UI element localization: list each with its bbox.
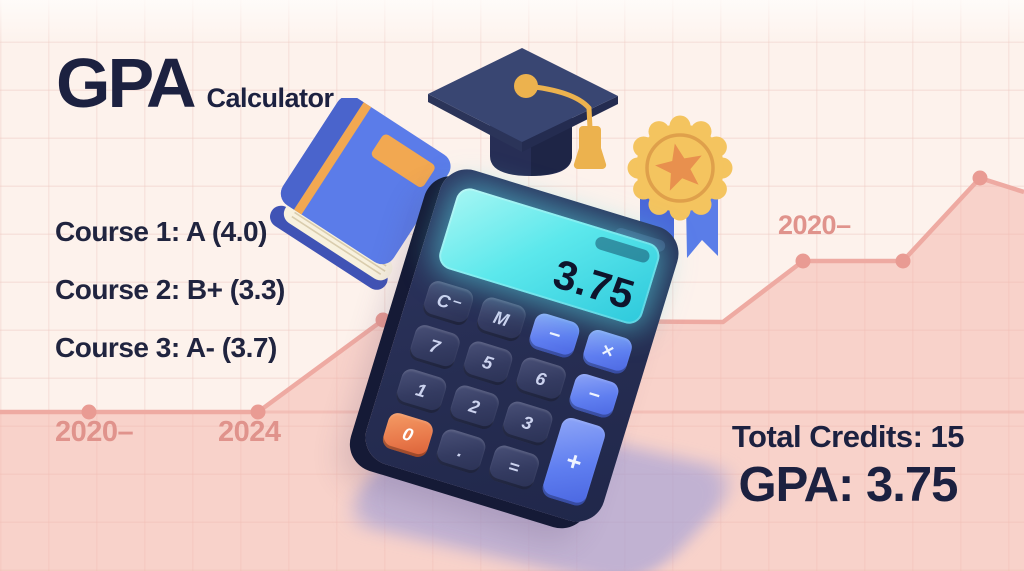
chart-label-2020-left: 2020– [55,416,134,448]
calc-key-3: 3 [500,399,555,448]
cap-tassel-fringe [573,126,607,170]
calc-key-decimal: . [433,426,488,476]
book-spine [280,98,364,210]
calc-key-1: 1 [393,366,449,416]
book-label [371,134,435,188]
chart-dot [972,170,988,186]
cap-board-edge [428,94,522,152]
cap-tassel-cord [523,83,593,131]
calc-key-multiply: × [580,327,635,377]
calc-key-minus: − [526,311,582,360]
summary-block: Total Credits: 15 GPA: 3.75 [731,419,965,513]
calc-key-clear: C⁻ [420,278,476,328]
total-credits-text: Total Credits: 15 [731,419,965,454]
course-list: Course 1: A (4.0) Course 2: B+ (3.3) Cou… [55,216,285,390]
chart-dot [795,253,811,269]
calc-key-6: 6 [513,355,568,404]
calc-key-0: 0 [380,410,435,460]
title-gpa: GPA [56,44,196,122]
course-item-1: Course 1: A (4.0) [55,216,267,247]
medal-star [655,143,702,191]
calc-key-5: 5 [460,338,515,388]
chart-label-2020-right: 2020– [778,210,851,240]
cap-board-edge2 [522,96,618,152]
medal-ring [645,133,715,203]
book-spine-stripe [293,102,372,215]
calculator-display-value: 3.75 [548,250,640,319]
chart-dot [895,253,911,269]
course-item-2: Course 2: B+ (3.3) [55,274,285,305]
page-title: GPA Calculator [56,48,334,118]
chart-dot [375,312,391,328]
chart-dot [250,404,266,420]
graduation-cap-icon [428,48,618,176]
chart-label-2024: 2024 [218,416,281,448]
calc-key-minus-2: − [566,371,621,421]
title-calculator: Calculator [206,83,335,113]
medal-icon [627,115,733,258]
calc-key-equals: = [486,443,541,492]
course-item-3: Course 3: A- (3.7) [55,332,277,363]
chart-dot [81,404,97,420]
calc-key-plus: + [539,415,608,508]
calc-key-7: 7 [407,322,462,372]
cap-tassel-button [514,74,538,98]
gpa-result-text: GPA: 3.75 [738,458,959,512]
calc-key-2: 2 [446,382,502,432]
calc-key-memory: M [473,294,529,344]
book-icon [270,98,451,290]
